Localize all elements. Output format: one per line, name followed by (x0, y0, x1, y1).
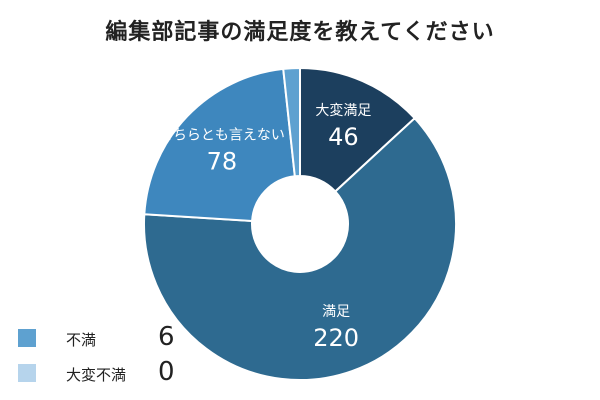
slice-category-label-2: どちらとも言えない (159, 127, 285, 143)
legend-item: 不満 6 (18, 322, 178, 353)
slice-value-label-0: 46 (328, 123, 359, 151)
slice-2 (143, 67, 296, 223)
slice-1 (143, 116, 457, 381)
legend-swatch (18, 364, 36, 382)
legend-value: 0 (158, 357, 175, 387)
slice-value-label-1: 220 (313, 324, 359, 352)
legend-item: 大変不満 0 (18, 357, 178, 388)
legend-value: 6 (158, 322, 175, 352)
slice-value-label-2: 78 (207, 147, 238, 175)
slice-category-label-0: 大変満足 (315, 102, 371, 119)
legend-swatch (18, 329, 36, 347)
chart-title: 編集部記事の満足度を教えてください (105, 20, 495, 45)
legend-label: 不満 (66, 331, 97, 349)
slice-3 (282, 66, 301, 178)
slice-category-label-1: 満足 (322, 304, 350, 320)
legend-label: 大変不満 (66, 366, 127, 384)
legend: 不満 6 大変不満 0 (18, 322, 178, 393)
slice-0 (299, 66, 417, 193)
